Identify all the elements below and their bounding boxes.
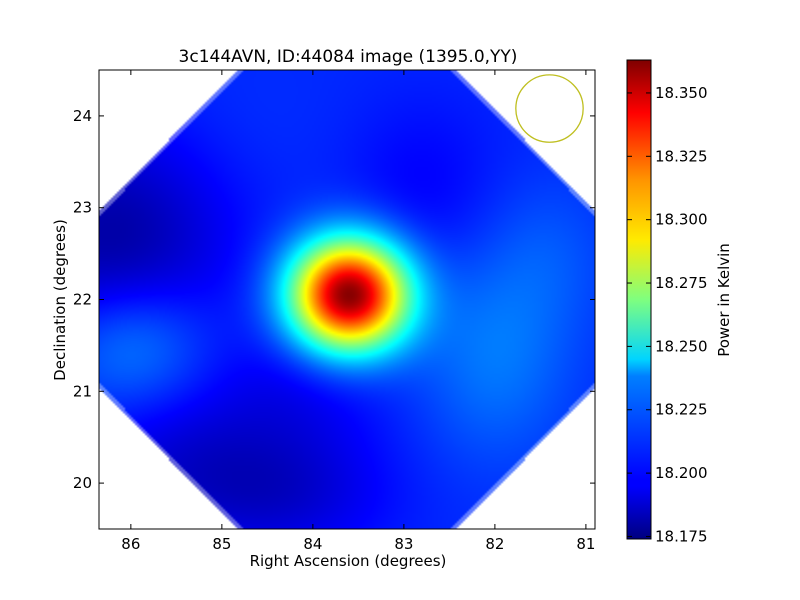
colorbar-ticks: 18.175 18.200 18.225 18.250 18.275 18.300 18.3…	[627, 84, 708, 545]
x-axis-label: Right Ascension (degrees)	[250, 552, 447, 570]
x-tick-label: 84	[303, 535, 322, 553]
colorbar: 18.175 18.200 18.225 18.250 18.275 18.300 18.3…	[626, 59, 733, 545]
x-tick-label: 85	[212, 535, 231, 553]
colorbar-tick-label: 18.250	[655, 337, 708, 355]
colorbar-label: Power in Kelvin	[715, 243, 733, 357]
x-tick-label: 83	[394, 535, 413, 553]
x-tick-label: 81	[576, 535, 595, 553]
y-axis-label: Declination (degrees)	[51, 219, 69, 381]
colorbar-tick-label: 18.325	[655, 147, 708, 165]
y-tick-label: 22	[73, 291, 92, 309]
x-tick-label: 86	[121, 535, 140, 553]
colorbar-tick-label: 18.225	[655, 401, 708, 419]
heatmap-image	[99, 70, 595, 529]
colorbar-tick-label: 18.175	[655, 527, 708, 545]
x-tick-label: 82	[485, 535, 504, 553]
y-axis-ticks: 20 21 22 23 24	[73, 107, 595, 492]
colorbar-tick-label: 18.275	[655, 274, 708, 292]
y-tick-label: 24	[73, 107, 92, 125]
colorbar-gradient	[626, 59, 652, 540]
plot-area: 86 85 84 83 82 81 20 21 22 23 24	[73, 69, 596, 553]
y-tick-label: 21	[73, 382, 92, 400]
beam-circle	[515, 74, 584, 143]
chart-title: 3c144AVN, ID:44084 image (1395.0,YY)	[179, 47, 518, 67]
colorbar-tick-label: 18.200	[655, 464, 708, 482]
y-tick-label: 23	[73, 199, 92, 217]
y-tick-label: 20	[73, 474, 92, 492]
x-axis-ticks: 86 85 84 83 82 81	[121, 70, 595, 553]
colorbar-tick-label: 18.300	[655, 211, 708, 229]
colorbar-tick-label: 18.350	[655, 84, 708, 102]
